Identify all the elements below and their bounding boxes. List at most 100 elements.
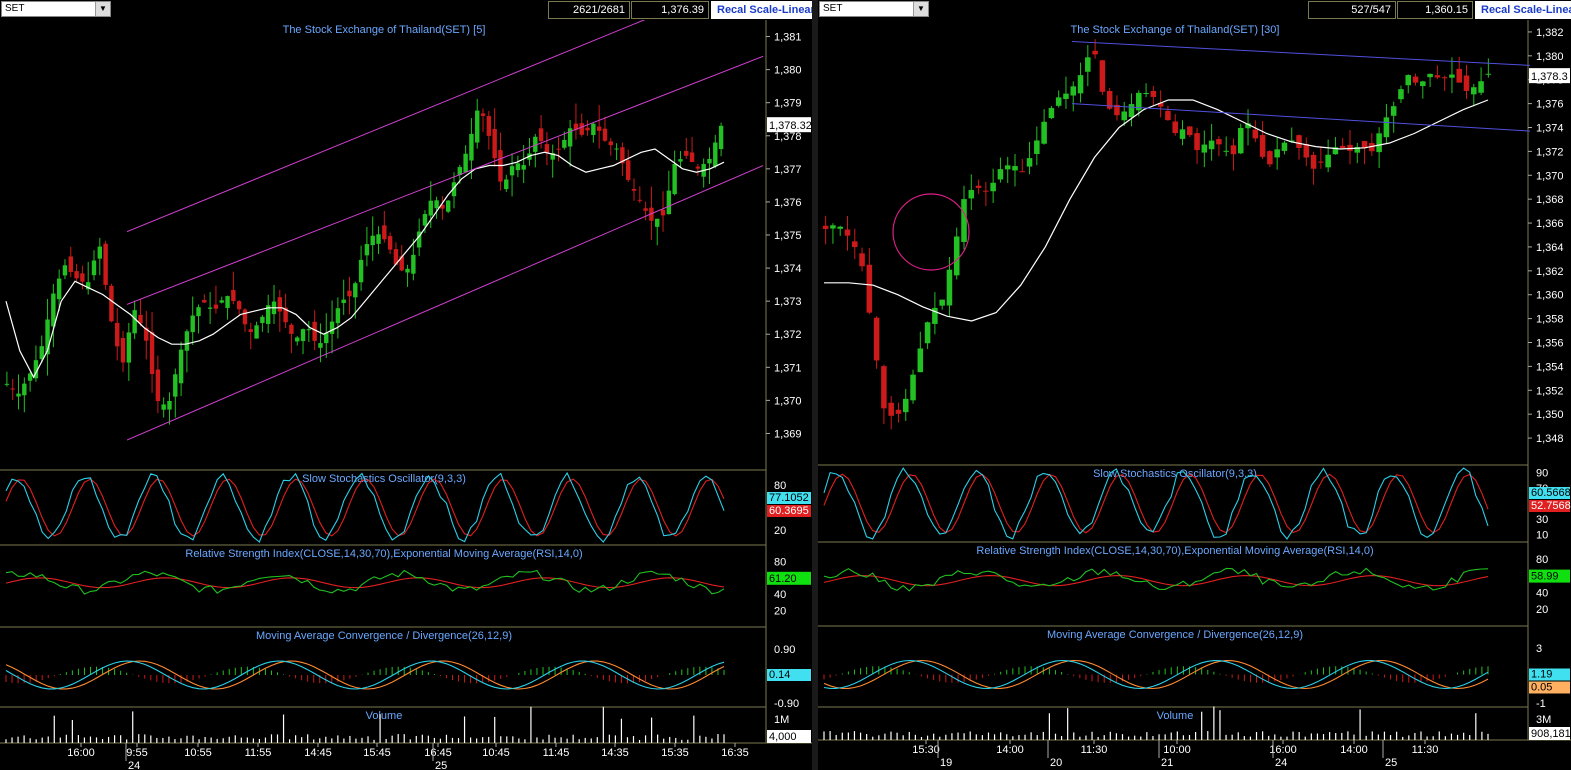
price-tick-label: 1,372 <box>1536 146 1564 158</box>
rsi-ema-line <box>5 577 725 589</box>
time-tick-label: 16:35 <box>721 747 749 759</box>
candle-body <box>167 400 172 410</box>
right-last-value: 1,360.15 <box>1397 1 1473 19</box>
candle-body <box>895 409 902 414</box>
price-tick-label: 1,380 <box>774 65 802 77</box>
left-chart-pane: SET ▼ 2621/2681 1,376.39 Recal Scale-Lin… <box>0 0 812 770</box>
chevron-down-icon[interactable]: ▼ <box>95 2 110 16</box>
candle-body <box>1165 110 1171 121</box>
candle-body <box>713 142 718 167</box>
price-last-label-bg <box>767 117 811 133</box>
candle-body <box>265 305 271 324</box>
candle-body <box>1099 60 1106 92</box>
macd-last-value: 0.14 <box>769 669 790 681</box>
candle-body <box>859 253 865 267</box>
candle-body <box>1121 111 1127 121</box>
candle-body <box>837 226 843 229</box>
candle-body <box>1077 75 1084 94</box>
price-tick-label: 1,375 <box>774 230 802 242</box>
candle-body <box>300 329 306 342</box>
candle-body <box>236 301 242 310</box>
price-tick-label: 1,350 <box>1536 409 1564 421</box>
candle-body <box>1274 149 1280 158</box>
candle-body <box>312 321 317 341</box>
volume-panel-title: Volume <box>1157 710 1194 722</box>
candle-body <box>689 152 695 162</box>
candle-body <box>393 249 399 265</box>
time-tick-label: 11:45 <box>543 747 570 759</box>
candle-body <box>990 182 996 192</box>
chevron-down-icon[interactable]: ▼ <box>913 2 928 16</box>
candle-body <box>440 204 445 209</box>
candle-body <box>1179 129 1186 139</box>
left-symbol-select[interactable]: SET ▼ <box>1 1 111 17</box>
candle-body <box>1354 147 1361 153</box>
time-tick-label: 10:55 <box>184 747 212 759</box>
date-label: 24 <box>1275 757 1287 769</box>
candle-body <box>1390 106 1397 116</box>
candle-body <box>1063 93 1069 99</box>
left-last-value: 1,376.39 <box>631 1 709 19</box>
candle-body <box>335 308 341 324</box>
left-recal-scale-button[interactable]: Recal Scale-Linear <box>711 1 812 19</box>
right-chart-canvas: The Stock Exchange of Thailand(SET) [30]… <box>818 20 1571 769</box>
candle-body <box>219 300 224 303</box>
macd-line <box>5 660 725 690</box>
candle-body <box>1106 90 1113 109</box>
price-tick-label: 1,376 <box>1536 99 1564 111</box>
time-tick-label: 14:35 <box>601 747 629 759</box>
pane-divider[interactable] <box>812 0 818 770</box>
candle-body <box>1259 135 1266 157</box>
right-symbol-select[interactable]: SET ▼ <box>819 1 929 17</box>
candle-body <box>149 332 155 375</box>
right-recal-scale-button[interactable]: Recal Scale-Linear <box>1475 1 1571 19</box>
time-tick-label: 11:55 <box>245 747 272 759</box>
rsi-last-value-bg <box>1529 569 1570 583</box>
stochastic-panel-title: Slow Stochastics Oscillator(9,3,3) <box>302 473 466 485</box>
candle-body <box>614 148 619 150</box>
candle-body <box>1434 75 1441 78</box>
candle-body <box>68 256 73 272</box>
candle-body <box>91 260 97 276</box>
candle-body <box>399 256 404 271</box>
candle-body <box>62 265 68 276</box>
candle-body <box>1288 140 1295 142</box>
candle-body <box>231 290 236 302</box>
candle-body <box>975 185 982 188</box>
candle-body <box>1114 104 1120 116</box>
volume-tick-label: 3M <box>1536 714 1551 726</box>
candle-body <box>434 200 439 209</box>
macd-panel-title: Moving Average Convergence / Divergence(… <box>1047 629 1303 641</box>
candle-body <box>509 166 515 176</box>
macd-tick-label: 0.90 <box>774 644 795 656</box>
candle-body <box>387 236 393 250</box>
price-tick-label: 1,358 <box>1536 314 1564 326</box>
moving-average-line <box>824 99 1489 322</box>
candle-body <box>486 116 492 136</box>
stochastic-panel-title: Slow Stochastics Oscillator(9,3,3) <box>1093 468 1257 480</box>
macd-last-value: 1.19 <box>1531 669 1552 681</box>
candle-body <box>260 316 265 324</box>
time-tick-label: 10:45 <box>482 747 510 759</box>
left-symbol-value: SET <box>5 3 25 14</box>
time-tick-label: 15:35 <box>661 747 689 759</box>
candle-body <box>1267 151 1273 165</box>
candle-body <box>1187 126 1193 136</box>
candle-body <box>289 324 294 334</box>
macd-signal-line <box>5 660 725 690</box>
candle-body <box>254 325 259 339</box>
candle-body <box>556 148 561 150</box>
candle-body <box>39 346 44 360</box>
candle-body <box>1019 171 1026 173</box>
candle-body <box>242 309 248 325</box>
price-tick-label: 1,378 <box>774 131 802 143</box>
candle-body <box>1296 135 1302 148</box>
time-tick-label: 11:30 <box>1081 744 1108 756</box>
date-label: 20 <box>1050 757 1062 769</box>
candle-body <box>370 235 375 246</box>
time-tick-label: 16:00 <box>67 747 95 759</box>
candle-body <box>939 299 945 306</box>
candle-body <box>190 315 195 333</box>
candle-body <box>1136 92 1142 111</box>
candle-body <box>51 293 56 327</box>
